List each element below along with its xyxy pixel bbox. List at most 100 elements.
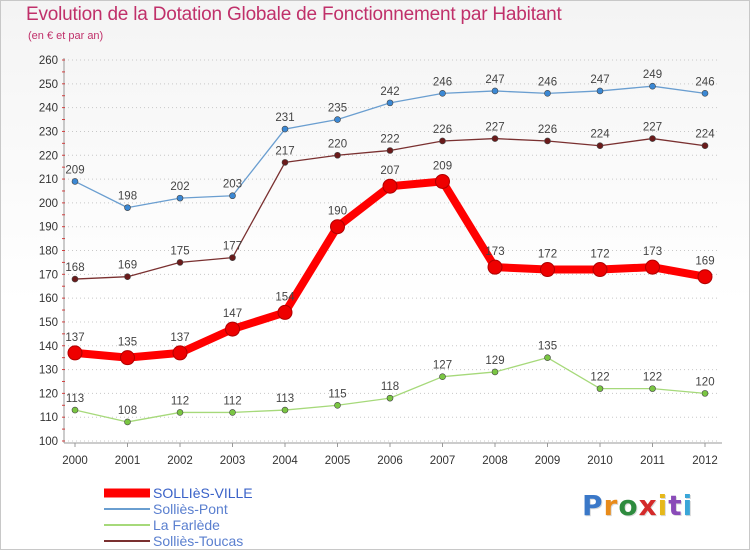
series-layer bbox=[67, 82, 713, 426]
data-label: 209 bbox=[65, 164, 84, 176]
series-1-point bbox=[649, 82, 656, 90]
x-tick-label-2001: 2001 bbox=[115, 455, 141, 467]
series-3-point bbox=[281, 159, 289, 166]
series-2-point bbox=[281, 406, 289, 414]
data-label: 169 bbox=[695, 256, 714, 268]
data-label: 247 bbox=[590, 74, 609, 86]
series-2 bbox=[71, 354, 709, 426]
data-label: 135 bbox=[538, 341, 557, 353]
x-tick-label-2008: 2008 bbox=[482, 455, 508, 467]
logo-letter: r bbox=[603, 489, 619, 522]
y-tick-label-200: 200 bbox=[39, 198, 58, 210]
data-label: 203 bbox=[223, 179, 242, 191]
data-label: 224 bbox=[695, 129, 715, 141]
series-0-point bbox=[225, 321, 240, 337]
series-2-point bbox=[544, 354, 551, 361]
y-tick-label-240: 240 bbox=[39, 103, 58, 115]
data-label: 137 bbox=[65, 332, 84, 344]
data-label: 173 bbox=[643, 246, 662, 258]
legend-label: Solliès-Toucas bbox=[153, 533, 243, 549]
x-tick-label-2000: 2000 bbox=[62, 455, 88, 467]
data-label: 154 bbox=[275, 291, 295, 303]
data-label: 190 bbox=[328, 206, 347, 218]
series-1-point bbox=[334, 116, 341, 123]
y-tick-label-210: 210 bbox=[39, 174, 58, 186]
series-0-point bbox=[120, 350, 135, 366]
series-2-point bbox=[596, 385, 604, 392]
series-3-line bbox=[74, 137, 706, 280]
data-label: 198 bbox=[118, 191, 137, 203]
series-0-point bbox=[435, 173, 450, 189]
data-label: 113 bbox=[66, 393, 84, 405]
y-tick-label-100: 100 bbox=[39, 436, 58, 448]
data-label: 173 bbox=[485, 246, 504, 258]
series-1-point bbox=[176, 194, 184, 202]
x-tick-label-2004: 2004 bbox=[272, 455, 298, 467]
data-label: 122 bbox=[643, 372, 662, 384]
data-label: 135 bbox=[118, 337, 137, 349]
series-2-point bbox=[649, 385, 656, 392]
data-label: 108 bbox=[118, 405, 137, 417]
y-tick-label-190: 190 bbox=[39, 222, 58, 234]
logo-letter: x bbox=[638, 489, 658, 522]
data-label: 246 bbox=[538, 76, 557, 88]
y-tick-label-160: 160 bbox=[39, 293, 58, 305]
series-3-point bbox=[334, 151, 341, 159]
chart-title: Evolution de la Dotation Globale de Fonc… bbox=[26, 4, 562, 25]
data-label: 122 bbox=[590, 372, 609, 384]
data-label: 227 bbox=[485, 122, 504, 134]
series-3-point bbox=[544, 137, 551, 145]
x-tick-label-2012: 2012 bbox=[692, 455, 718, 467]
series-3-point bbox=[491, 135, 499, 142]
data-label: 168 bbox=[65, 262, 84, 274]
legend-entry-1: Solliès-Pont bbox=[104, 501, 228, 517]
series-1-point bbox=[491, 87, 499, 95]
series-2-point bbox=[71, 406, 79, 414]
series-0-point bbox=[277, 304, 293, 320]
data-label: 147 bbox=[223, 308, 242, 320]
data-label: 222 bbox=[380, 133, 399, 145]
series-1-point bbox=[124, 204, 131, 211]
y-tick-label-170: 170 bbox=[39, 269, 58, 281]
series-3-point bbox=[124, 273, 131, 280]
series-0-point bbox=[330, 219, 345, 235]
series-1-point bbox=[596, 87, 604, 95]
series-0-point bbox=[540, 262, 555, 278]
series-0-point bbox=[645, 259, 660, 275]
series-3-point bbox=[596, 142, 604, 150]
series-3-point bbox=[71, 275, 79, 283]
series-0-point bbox=[487, 259, 503, 275]
data-label: 175 bbox=[170, 245, 189, 257]
data-label: 226 bbox=[538, 124, 557, 136]
data-label: 231 bbox=[275, 112, 294, 124]
series-2-point bbox=[124, 418, 131, 426]
logo-letter: i bbox=[657, 489, 669, 522]
legend-label: Solliès-Pont bbox=[153, 501, 228, 517]
y-tick-label-220: 220 bbox=[39, 150, 58, 162]
series-1-point bbox=[386, 99, 394, 107]
data-label: 120 bbox=[695, 376, 714, 388]
series-1-point bbox=[439, 90, 446, 97]
data-label-layer: 137 135 137 147 154 190 207 209 173 172 172 173 169 2… bbox=[65, 69, 715, 417]
data-label: 246 bbox=[695, 76, 714, 88]
data-label: 246 bbox=[433, 76, 452, 88]
series-0-point bbox=[382, 178, 398, 194]
y-tick-label-180: 180 bbox=[39, 246, 58, 258]
proxiti-logo: Proxiti bbox=[582, 489, 693, 522]
legend-entry-2: La Farlède bbox=[104, 517, 220, 533]
y-tick-label-230: 230 bbox=[39, 126, 58, 138]
series-1-point bbox=[71, 178, 79, 185]
data-label: 172 bbox=[538, 249, 557, 261]
series-3-point bbox=[229, 254, 236, 261]
data-label: 172 bbox=[590, 249, 609, 261]
data-label: 118 bbox=[381, 381, 399, 393]
y-tick-label-110: 110 bbox=[40, 412, 58, 424]
axis-layer: 100 110 120 130 140 150 160 170 180 190 200 210 220 2… bbox=[39, 55, 722, 467]
data-label: 177 bbox=[223, 241, 242, 253]
series-0-point bbox=[697, 269, 713, 285]
grid-layer bbox=[64, 59, 720, 442]
series-1-point bbox=[281, 125, 289, 133]
series-3-point bbox=[386, 147, 394, 154]
data-label: 137 bbox=[170, 332, 189, 344]
